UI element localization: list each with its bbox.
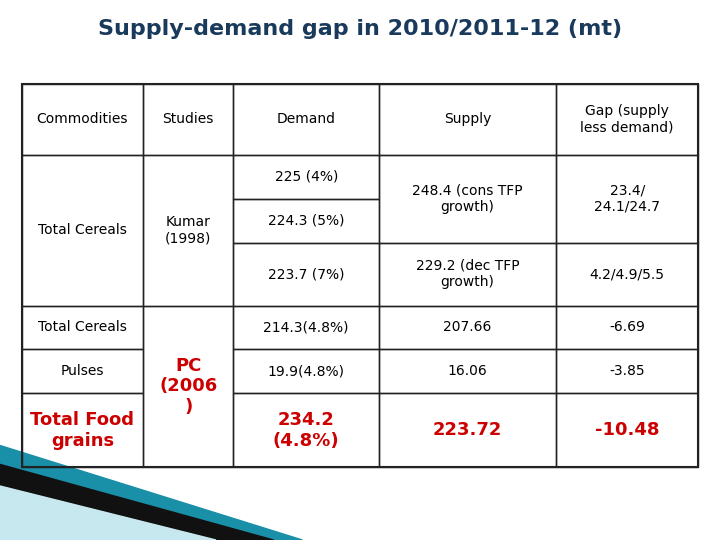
Bar bbox=[556, 155, 698, 242]
Bar bbox=[233, 242, 379, 306]
Bar bbox=[556, 242, 698, 306]
Text: Studies: Studies bbox=[163, 112, 214, 126]
Text: 229.2 (dec TFP
growth): 229.2 (dec TFP growth) bbox=[415, 259, 519, 289]
Bar bbox=[556, 393, 698, 467]
Text: 16.06: 16.06 bbox=[448, 364, 487, 378]
Text: Kumar
(1998): Kumar (1998) bbox=[165, 215, 212, 245]
Polygon shape bbox=[0, 446, 302, 540]
Bar bbox=[379, 306, 556, 349]
Text: Total Food
grains: Total Food grains bbox=[30, 411, 135, 449]
Text: PC
(2006
): PC (2006 ) bbox=[159, 356, 217, 416]
Bar bbox=[22, 84, 143, 155]
Text: Supply-demand gap in 2010/2011-12 (mt): Supply-demand gap in 2010/2011-12 (mt) bbox=[98, 19, 622, 39]
Bar bbox=[556, 306, 698, 349]
Bar bbox=[143, 155, 233, 306]
Bar bbox=[22, 349, 143, 393]
Bar bbox=[233, 306, 379, 349]
Text: 4.2/4.9/5.5: 4.2/4.9/5.5 bbox=[590, 267, 665, 281]
Text: 214.3(4.8%): 214.3(4.8%) bbox=[264, 320, 349, 334]
Bar bbox=[556, 84, 698, 155]
Text: 223.72: 223.72 bbox=[433, 421, 503, 439]
Text: Gap (supply
less demand): Gap (supply less demand) bbox=[580, 104, 674, 134]
Bar bbox=[233, 393, 379, 467]
Text: 19.9(4.8%): 19.9(4.8%) bbox=[268, 364, 345, 378]
Text: -10.48: -10.48 bbox=[595, 421, 660, 439]
Text: 248.4 (cons TFP
growth): 248.4 (cons TFP growth) bbox=[413, 184, 523, 214]
Text: Pulses: Pulses bbox=[60, 364, 104, 378]
Polygon shape bbox=[0, 464, 274, 540]
Bar bbox=[143, 84, 233, 155]
Text: Supply: Supply bbox=[444, 112, 491, 126]
Bar bbox=[379, 349, 556, 393]
Bar bbox=[233, 84, 379, 155]
Bar bbox=[233, 199, 379, 242]
Bar bbox=[233, 155, 379, 199]
Bar bbox=[379, 242, 556, 306]
Text: 207.66: 207.66 bbox=[444, 320, 492, 334]
Bar bbox=[233, 349, 379, 393]
Text: -6.69: -6.69 bbox=[609, 320, 645, 334]
Text: 234.2
(4.8%): 234.2 (4.8%) bbox=[273, 411, 340, 449]
Bar bbox=[22, 306, 143, 349]
Bar bbox=[22, 393, 143, 467]
Bar bbox=[379, 393, 556, 467]
Text: Demand: Demand bbox=[276, 112, 336, 126]
Text: 23.4/
24.1/24.7: 23.4/ 24.1/24.7 bbox=[594, 184, 660, 214]
Text: 225 (4%): 225 (4%) bbox=[274, 170, 338, 184]
Polygon shape bbox=[0, 486, 216, 540]
Text: 224.3 (5%): 224.3 (5%) bbox=[268, 214, 344, 228]
Text: 223.7 (7%): 223.7 (7%) bbox=[268, 267, 344, 281]
Text: Commodities: Commodities bbox=[37, 112, 128, 126]
Bar bbox=[379, 84, 556, 155]
Bar bbox=[143, 306, 233, 467]
Text: Total Cereals: Total Cereals bbox=[38, 320, 127, 334]
Bar bbox=[379, 155, 556, 242]
Bar bbox=[556, 349, 698, 393]
Text: -3.85: -3.85 bbox=[609, 364, 645, 378]
Bar bbox=[22, 84, 698, 467]
Bar bbox=[22, 155, 143, 306]
Text: Total Cereals: Total Cereals bbox=[38, 223, 127, 237]
